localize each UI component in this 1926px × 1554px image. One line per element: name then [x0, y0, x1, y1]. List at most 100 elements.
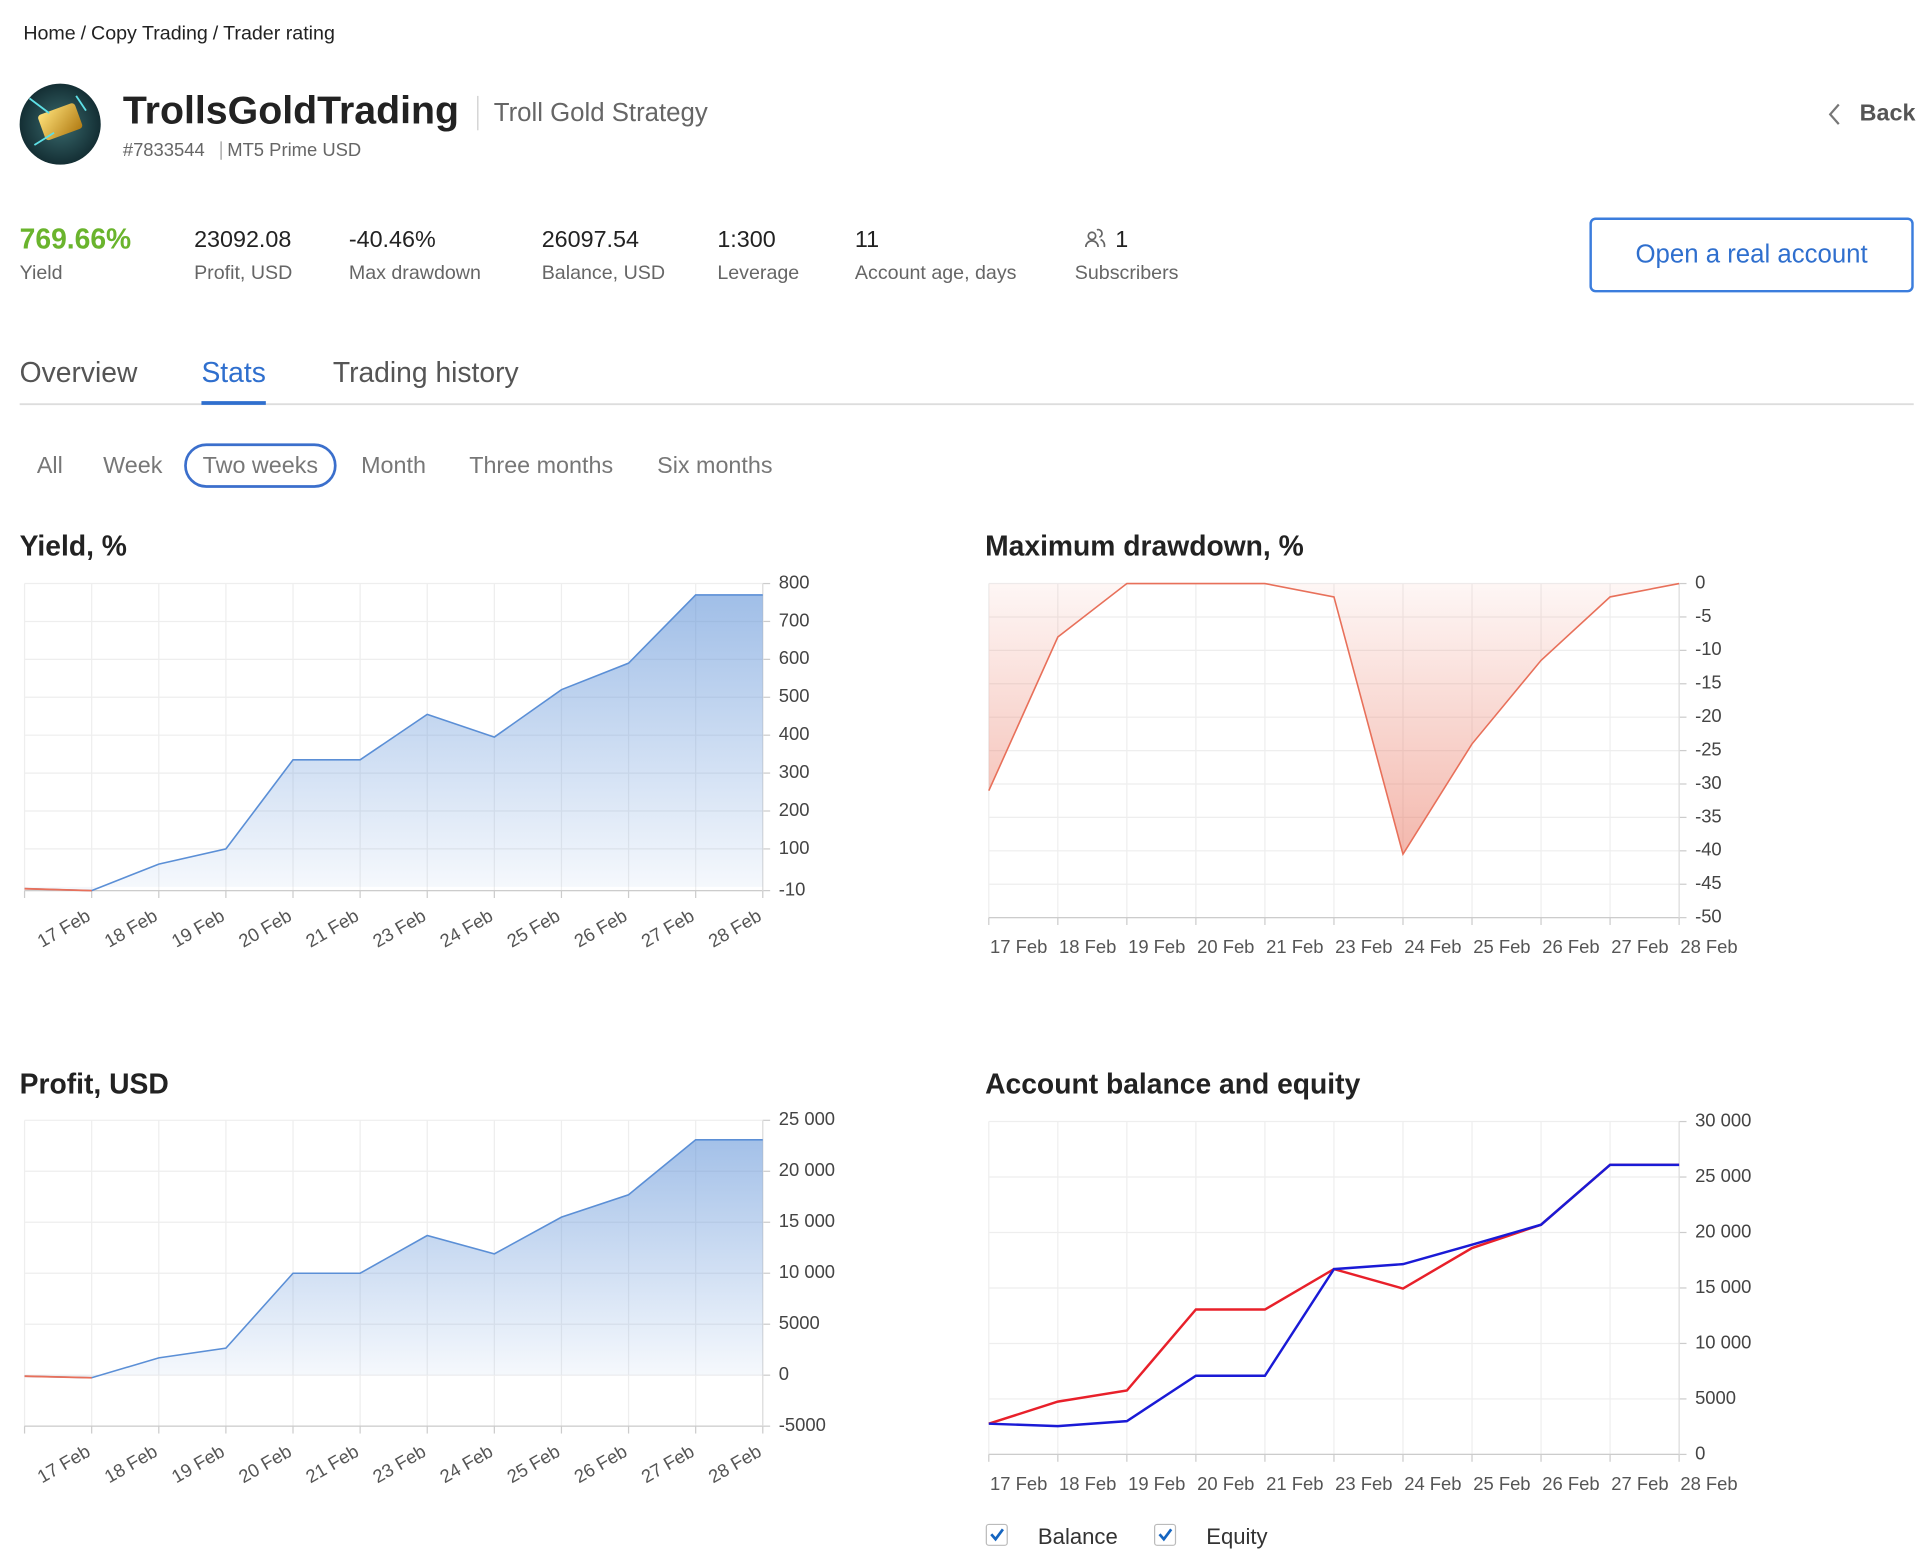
y-tick-label: -30	[1695, 772, 1722, 793]
x-tick-label: 17 Feb	[990, 936, 1047, 957]
checkbox[interactable]	[1154, 1523, 1177, 1546]
trader-name: TrollsGoldTrading	[123, 88, 459, 132]
x-tick-label: 23 Feb	[369, 1440, 429, 1487]
x-tick-label: 27 Feb	[1611, 1473, 1668, 1494]
tab[interactable]: Overview	[20, 356, 138, 388]
stat-value: 26097.54	[542, 226, 639, 252]
negative-segment	[24, 1375, 92, 1379]
y-tick-label: 100	[779, 837, 810, 858]
x-tick-label: 19 Feb	[1128, 1473, 1185, 1494]
checkmark	[1158, 1528, 1173, 1542]
y-tick-label: -45	[1695, 872, 1722, 893]
x-tick-label: 18 Feb	[101, 905, 161, 952]
y-tick-label: 10 000	[779, 1261, 835, 1282]
y-tick-label: -5	[1695, 605, 1711, 626]
legend-label: Balance	[1038, 1524, 1118, 1549]
x-tick-label: 25 Feb	[1473, 936, 1530, 957]
breadcrumb-item: Trader rating	[223, 23, 335, 45]
stat-value: 769.66%	[20, 222, 132, 254]
x-tick-label: 26 Feb	[570, 1440, 630, 1487]
x-tick-label: 21 Feb	[1266, 936, 1323, 957]
area-fill	[988, 583, 1680, 855]
breadcrumb-item[interactable]: Copy Trading	[91, 23, 208, 45]
series-line	[988, 1163, 1680, 1428]
x-tick-label: 17 Feb	[990, 1473, 1047, 1494]
chart-title: Profit, USD	[20, 1067, 169, 1099]
chart-title: Maximum drawdown, %	[985, 529, 1304, 561]
chart: Maximum drawdown, % 0 -5 -10 -15 -20 -25 -30 -35…	[985, 529, 1738, 957]
area-fill	[24, 594, 763, 891]
legend-item[interactable]: Balance	[985, 1523, 1118, 1549]
stat-value: 1:300	[717, 226, 775, 252]
tab[interactable]: Stats	[201, 356, 265, 388]
chart: Yield, % 800 700 600 500 400 300 200 100 -10 17 Fe…	[20, 529, 810, 951]
y-tick-label: 30 000	[1695, 1109, 1751, 1130]
stat-label: Profit, USD	[194, 262, 292, 284]
y-tick-label: -5000	[779, 1414, 826, 1435]
period[interactable]: Month	[361, 452, 426, 478]
x-tick-label: 27 Feb	[638, 905, 698, 952]
legend-item[interactable]: Equity	[1154, 1523, 1268, 1549]
y-tick-label: -15	[1695, 672, 1722, 693]
y-tick-label: 700	[779, 609, 810, 630]
x-tick-label: 27 Feb	[1611, 936, 1668, 957]
period[interactable]: Week	[103, 452, 163, 478]
period[interactable]: Six months	[657, 452, 772, 478]
x-tick-label: 18 Feb	[1059, 936, 1116, 957]
breadcrumb-separator: /	[213, 23, 219, 45]
x-tick-label: 20 Feb	[235, 1440, 295, 1487]
period[interactable]: All	[37, 452, 63, 478]
y-tick-label: -40	[1695, 839, 1722, 860]
line	[24, 1138, 763, 1379]
back-link[interactable]: Back	[1828, 99, 1916, 125]
x-tick-label: 19 Feb	[168, 905, 228, 952]
strategy-name: Troll Gold Strategy	[494, 99, 708, 127]
legend-label: Equity	[1206, 1524, 1267, 1549]
server: MT5 Prime USD	[227, 139, 361, 160]
line	[988, 582, 1680, 857]
button-frame[interactable]	[1589, 217, 1914, 293]
checkbox[interactable]	[985, 1523, 1008, 1546]
y-tick-label: 300	[779, 761, 810, 782]
x-tick-label: 27 Feb	[638, 1440, 698, 1487]
back[interactable]: Back	[1860, 99, 1916, 125]
period[interactable]: Two weeks	[203, 452, 318, 478]
y-tick-label: 800	[779, 571, 810, 592]
chevron	[1828, 103, 1840, 125]
x-tick-label: 23 Feb	[1335, 936, 1392, 957]
breadcrumb-item[interactable]: Home	[23, 23, 75, 45]
x-tick-label: 25 Feb	[503, 905, 563, 952]
y-tick-label: 20 000	[779, 1159, 835, 1180]
x-tick-label: 20 Feb	[1197, 936, 1254, 957]
chart-title: Yield, %	[20, 529, 127, 561]
stat-value: 11	[855, 226, 879, 252]
open-account-button[interactable]: Open a real account	[1589, 217, 1914, 293]
period[interactable]: Three months	[469, 452, 613, 478]
button-label[interactable]: Open a real account	[1635, 240, 1867, 268]
stat-label: Balance, USD	[542, 262, 665, 284]
y-tick-label: 400	[779, 723, 810, 744]
chart: Profit, USD 25 000 20 000 15 000 10 000 5000 0…	[20, 1067, 835, 1487]
x-tick-label: 19 Feb	[168, 1440, 228, 1487]
y-tick-label: 25 000	[779, 1108, 835, 1129]
breadcrumb-separator: /	[81, 23, 87, 45]
checkmark	[990, 1528, 1005, 1542]
y-tick-label: 15 000	[1695, 1276, 1751, 1297]
stat-label: Account age, days	[855, 262, 1017, 284]
x-tick-label: 20 Feb	[1197, 1473, 1254, 1494]
x-tick-label: 24 Feb	[436, 1440, 496, 1487]
x-tick-label: 17 Feb	[34, 1440, 94, 1487]
y-tick-label: 10 000	[1695, 1331, 1751, 1352]
period-pill[interactable]	[184, 443, 337, 488]
x-tick-label: 21 Feb	[302, 1440, 362, 1487]
x-tick-label: 20 Feb	[235, 905, 295, 952]
chart: Account balance and equity 30 000 25 000 20…	[985, 1067, 1751, 1494]
x-tick-label: 25 Feb	[503, 1440, 563, 1487]
x-tick-label: 18 Feb	[1059, 1473, 1116, 1494]
negative-segment	[24, 887, 92, 892]
tab[interactable]: Trading history	[333, 356, 520, 388]
x-tick-label: 24 Feb	[1404, 1473, 1461, 1494]
stat-value: -40.46%	[349, 226, 436, 252]
area-fill	[24, 1139, 763, 1378]
